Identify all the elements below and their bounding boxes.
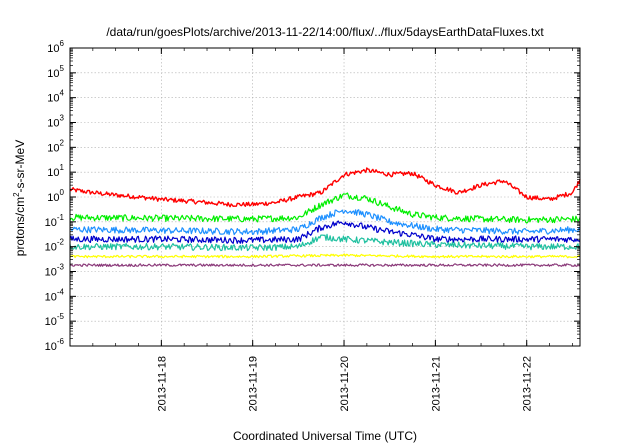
y-tick-exp: -6: [57, 337, 65, 346]
x-tick-label: 2013-11-22: [522, 356, 534, 411]
y-tick-base: 10: [47, 43, 59, 55]
y-tick-exp: 6: [60, 39, 65, 48]
y-tick-label: 102: [47, 138, 64, 154]
y-tick-base: 10: [47, 167, 59, 179]
y-tick-label: 100: [47, 188, 64, 204]
x-axis: 2013-11-18 2013-11-19 2013-11-20 2013-11-21…: [69, 48, 573, 411]
y-tick-label: 10-3: [45, 263, 65, 279]
y-axis-label-sup: 2: [12, 192, 21, 197]
y-tick-exp: 4: [60, 89, 65, 98]
y-axis: 10610510410310210110010-110-210-310-410-…: [45, 39, 580, 353]
y-tick-exp: 5: [60, 64, 65, 73]
y-tick-label: 103: [47, 114, 64, 130]
y-tick-base: 10: [45, 242, 57, 254]
y-tick-base: 10: [47, 192, 59, 204]
y-tick-base: 10: [47, 118, 59, 130]
x-tick-label: 2013-11-18: [156, 356, 168, 411]
y-axis-label-tail: -s-sr-MeV: [13, 140, 27, 193]
series-layer: [69, 167, 581, 267]
y-tick-exp: 0: [60, 188, 65, 197]
y-tick-exp: -1: [57, 213, 65, 222]
y-tick-label: 101: [47, 163, 64, 179]
series-line: [69, 263, 581, 267]
y-tick-base: 10: [47, 68, 59, 80]
series-line: [69, 167, 581, 208]
y-tick-base: 10: [45, 217, 57, 229]
y-tick-label: 10-2: [45, 238, 65, 254]
y-tick-label: 104: [47, 89, 64, 105]
y-tick-label: 105: [47, 64, 64, 80]
y-tick-exp: -3: [57, 263, 65, 272]
y-tick-base: 10: [45, 341, 57, 353]
grid: [70, 48, 580, 346]
y-tick-exp: -5: [57, 312, 65, 321]
y-axis-label-base: protons/cm: [13, 197, 27, 256]
y-tick-label: 10-6: [45, 337, 65, 353]
series-line: [69, 253, 580, 259]
y-tick-exp: 3: [60, 114, 65, 123]
y-tick-label: 10-5: [45, 312, 65, 328]
y-tick-exp: 2: [60, 138, 65, 147]
y-tick-base: 10: [45, 267, 57, 279]
series-line: [70, 209, 581, 236]
y-tick-label: 10-1: [45, 213, 65, 229]
y-tick-label: 10-4: [45, 287, 65, 303]
x-axis-label: Coordinated Universal Time (UTC): [233, 429, 417, 443]
x-tick-label: 2013-11-20: [339, 356, 351, 411]
series-line: [69, 192, 581, 224]
y-tick-exp: -4: [57, 287, 65, 296]
series-line: [69, 220, 581, 244]
x-tick-label: 2013-11-21: [430, 356, 442, 411]
chart-title: /data/run/goesPlots/archive/2013-11-22/1…: [106, 25, 544, 39]
y-tick-base: 10: [45, 291, 57, 303]
y-tick-exp: 1: [60, 163, 65, 172]
x-tick-label: 2013-11-19: [248, 356, 260, 411]
y-tick-label: 106: [47, 39, 64, 55]
y-tick-exp: -2: [57, 238, 65, 247]
series-line: [69, 233, 581, 252]
y-tick-base: 10: [45, 316, 57, 328]
y-axis-label: protons/cm2-s-sr-MeV: [12, 140, 27, 256]
y-tick-base: 10: [47, 93, 59, 105]
y-tick-base: 10: [47, 142, 59, 154]
